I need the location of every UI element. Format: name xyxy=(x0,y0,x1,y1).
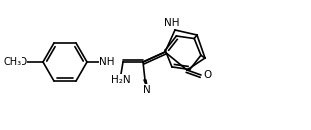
Text: NH: NH xyxy=(99,57,115,67)
Text: O: O xyxy=(203,70,211,80)
Text: O: O xyxy=(18,57,26,67)
Text: H₂N: H₂N xyxy=(111,75,131,85)
Text: N: N xyxy=(143,85,151,95)
Text: CH₃: CH₃ xyxy=(3,57,21,67)
Text: NH: NH xyxy=(164,18,180,28)
